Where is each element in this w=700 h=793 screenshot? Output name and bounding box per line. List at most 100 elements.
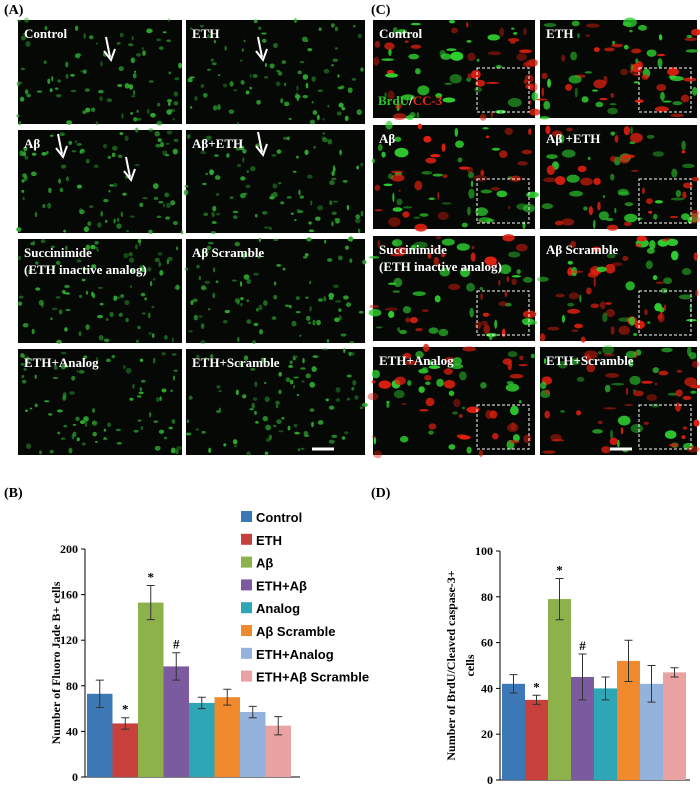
fluorescence-dot [322, 348, 329, 351]
fluorescence-dot [643, 421, 650, 425]
fluorescence-dot [140, 269, 144, 273]
fluorescence-dot [384, 42, 395, 50]
fluorescence-dot [610, 155, 617, 163]
fluorescence-dot [418, 409, 429, 412]
fluorescence-dot [328, 292, 335, 299]
fluorescence-dot [441, 252, 445, 258]
fluorescence-dot [391, 239, 403, 247]
fluorescence-dot [373, 436, 377, 445]
fluorescence-dot [586, 287, 592, 295]
fluorescence-dot [242, 394, 247, 399]
fluorescence-dot [407, 380, 412, 386]
y-tick-label: 40 [66, 724, 78, 738]
fluorescence-dot [327, 138, 333, 145]
fluorescence-dot [240, 80, 245, 85]
fluorescence-dot [580, 336, 586, 343]
fluorescence-dot [84, 88, 90, 92]
fluorescence-dot [387, 90, 395, 101]
fluorescence-dot [71, 375, 76, 381]
fluorescence-dot [528, 59, 538, 67]
fluorescence-dot [253, 272, 260, 276]
fluorescence-dot [479, 286, 483, 291]
fluorescence-dot [293, 423, 298, 428]
y-tick-label: 0 [487, 773, 493, 787]
fluorescence-dot [543, 357, 547, 365]
fluorescence-dot [657, 312, 665, 323]
fluorescence-dot [504, 127, 513, 135]
bar [617, 660, 640, 780]
fluorescence-dot [531, 92, 539, 101]
y-tick-label: 120 [60, 633, 78, 647]
fluorescence-dot [95, 42, 98, 45]
fluorescence-dot [202, 182, 207, 186]
fluorescence-dot [648, 210, 653, 214]
fluorescence-dot [516, 53, 527, 61]
fluorescence-dot [405, 115, 414, 120]
arrow-head [123, 168, 136, 183]
fluorescence-dot [682, 182, 693, 189]
fluorescence-dot [644, 309, 648, 316]
fluorescence-dot [480, 293, 483, 301]
fluorescence-dot [506, 276, 509, 283]
fluorescence-dot [93, 246, 99, 250]
fluorescence-dot [602, 195, 606, 199]
fluorescence-dot [312, 355, 319, 359]
fluorescence-dot [617, 191, 630, 196]
fluorescence-dot [83, 267, 88, 271]
fluorescence-dot [554, 176, 566, 186]
panel-label: (D) [371, 486, 391, 501]
fluorescence-dot [70, 89, 77, 93]
fluorescence-dot [263, 300, 268, 306]
fluorescence-dot [480, 189, 493, 194]
fluorescence-dot [83, 355, 88, 359]
error-bar [601, 676, 610, 701]
fluorescence-dot [111, 145, 118, 151]
fluorescence-dot [517, 161, 529, 166]
fluorescence-dot [405, 360, 417, 366]
fluorescence-dot [111, 152, 116, 158]
fluorescence-dot [35, 287, 41, 291]
fluorescence-dot [498, 279, 501, 286]
fluorescence-dot [676, 369, 683, 373]
fluorescence-dot [60, 164, 67, 169]
fluorescence-dot [371, 380, 376, 384]
fluorescence-dot [425, 157, 437, 164]
fluorescence-dot [413, 241, 428, 249]
y-tick-label: 40 [481, 681, 493, 695]
fluorescence-dot [295, 155, 299, 159]
fluorescence-dot [85, 158, 90, 164]
fluorescence-dot [328, 297, 334, 300]
panel-caption: Aβ Scramble [192, 245, 264, 260]
fluorescence-dot [156, 215, 162, 219]
y-axis-label: Number of BrdU/Cleaved caspase-3+ [444, 570, 458, 760]
fluorescence-dot [246, 278, 252, 285]
fluorescence-dot [56, 409, 63, 413]
fluorescence-dot [234, 297, 241, 304]
fluorescence-dot [216, 385, 221, 389]
fluorescence-dot [209, 169, 214, 176]
fluorescence-dot [577, 32, 580, 39]
fluorescence-dot [291, 320, 297, 327]
fluorescence-dot [272, 183, 278, 189]
fluorescence-dot [168, 101, 171, 106]
fluorescence-dot [202, 92, 208, 98]
fluorescence-dot [361, 402, 368, 408]
fluorescence-dot [94, 440, 98, 443]
fluorescence-dot [129, 397, 134, 401]
fluorescence-dot [305, 82, 309, 89]
fluorescence-dot [111, 355, 116, 359]
fluorescence-dot [330, 23, 335, 28]
fluorescence-dot [510, 421, 517, 431]
fluorescence-dot [443, 379, 456, 389]
fluorescence-dot [536, 98, 548, 101]
fluorescence-dot [682, 426, 688, 430]
fluorescence-dot [331, 170, 335, 176]
fluorescence-dot [602, 312, 608, 323]
fluorescence-dot [579, 294, 582, 303]
fluorescence-dot [166, 259, 170, 265]
bar [240, 712, 266, 777]
fluorescence-dot [158, 201, 164, 204]
bar [640, 683, 663, 780]
fluorescence-dot [441, 143, 446, 152]
fluorescence-dot [132, 384, 135, 389]
